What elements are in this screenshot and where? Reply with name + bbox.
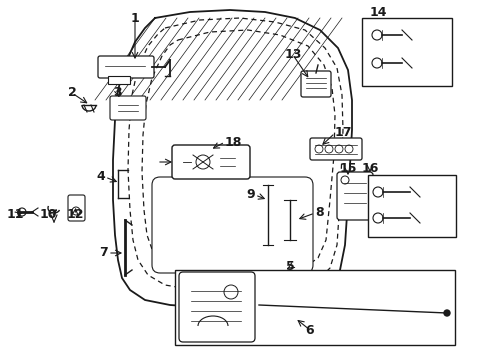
FancyBboxPatch shape xyxy=(152,177,312,273)
Text: 12: 12 xyxy=(66,208,83,221)
Text: 5: 5 xyxy=(285,261,294,274)
Text: 4: 4 xyxy=(96,171,105,184)
FancyBboxPatch shape xyxy=(179,272,254,342)
FancyBboxPatch shape xyxy=(68,195,85,221)
Text: 13: 13 xyxy=(284,49,301,62)
FancyBboxPatch shape xyxy=(301,71,330,97)
Text: 11: 11 xyxy=(6,208,24,221)
Text: 3: 3 xyxy=(113,86,122,99)
Text: 17: 17 xyxy=(334,126,352,139)
Text: 16: 16 xyxy=(361,162,378,175)
Text: 18: 18 xyxy=(224,135,242,148)
FancyBboxPatch shape xyxy=(172,145,249,179)
Text: 8: 8 xyxy=(314,207,323,220)
Bar xyxy=(175,270,454,345)
Text: 2: 2 xyxy=(67,86,76,99)
Text: 6: 6 xyxy=(305,324,314,337)
Circle shape xyxy=(443,310,449,316)
Bar xyxy=(367,175,455,237)
Text: 10: 10 xyxy=(39,208,57,221)
Text: 7: 7 xyxy=(99,247,108,260)
Text: 1: 1 xyxy=(130,12,139,24)
FancyBboxPatch shape xyxy=(309,138,361,160)
Text: 14: 14 xyxy=(368,5,386,18)
Text: 9: 9 xyxy=(246,189,254,202)
FancyBboxPatch shape xyxy=(110,96,146,120)
FancyBboxPatch shape xyxy=(98,56,154,78)
Bar xyxy=(361,18,451,86)
Text: 15: 15 xyxy=(339,162,356,175)
Bar xyxy=(108,76,130,84)
FancyBboxPatch shape xyxy=(336,172,372,220)
